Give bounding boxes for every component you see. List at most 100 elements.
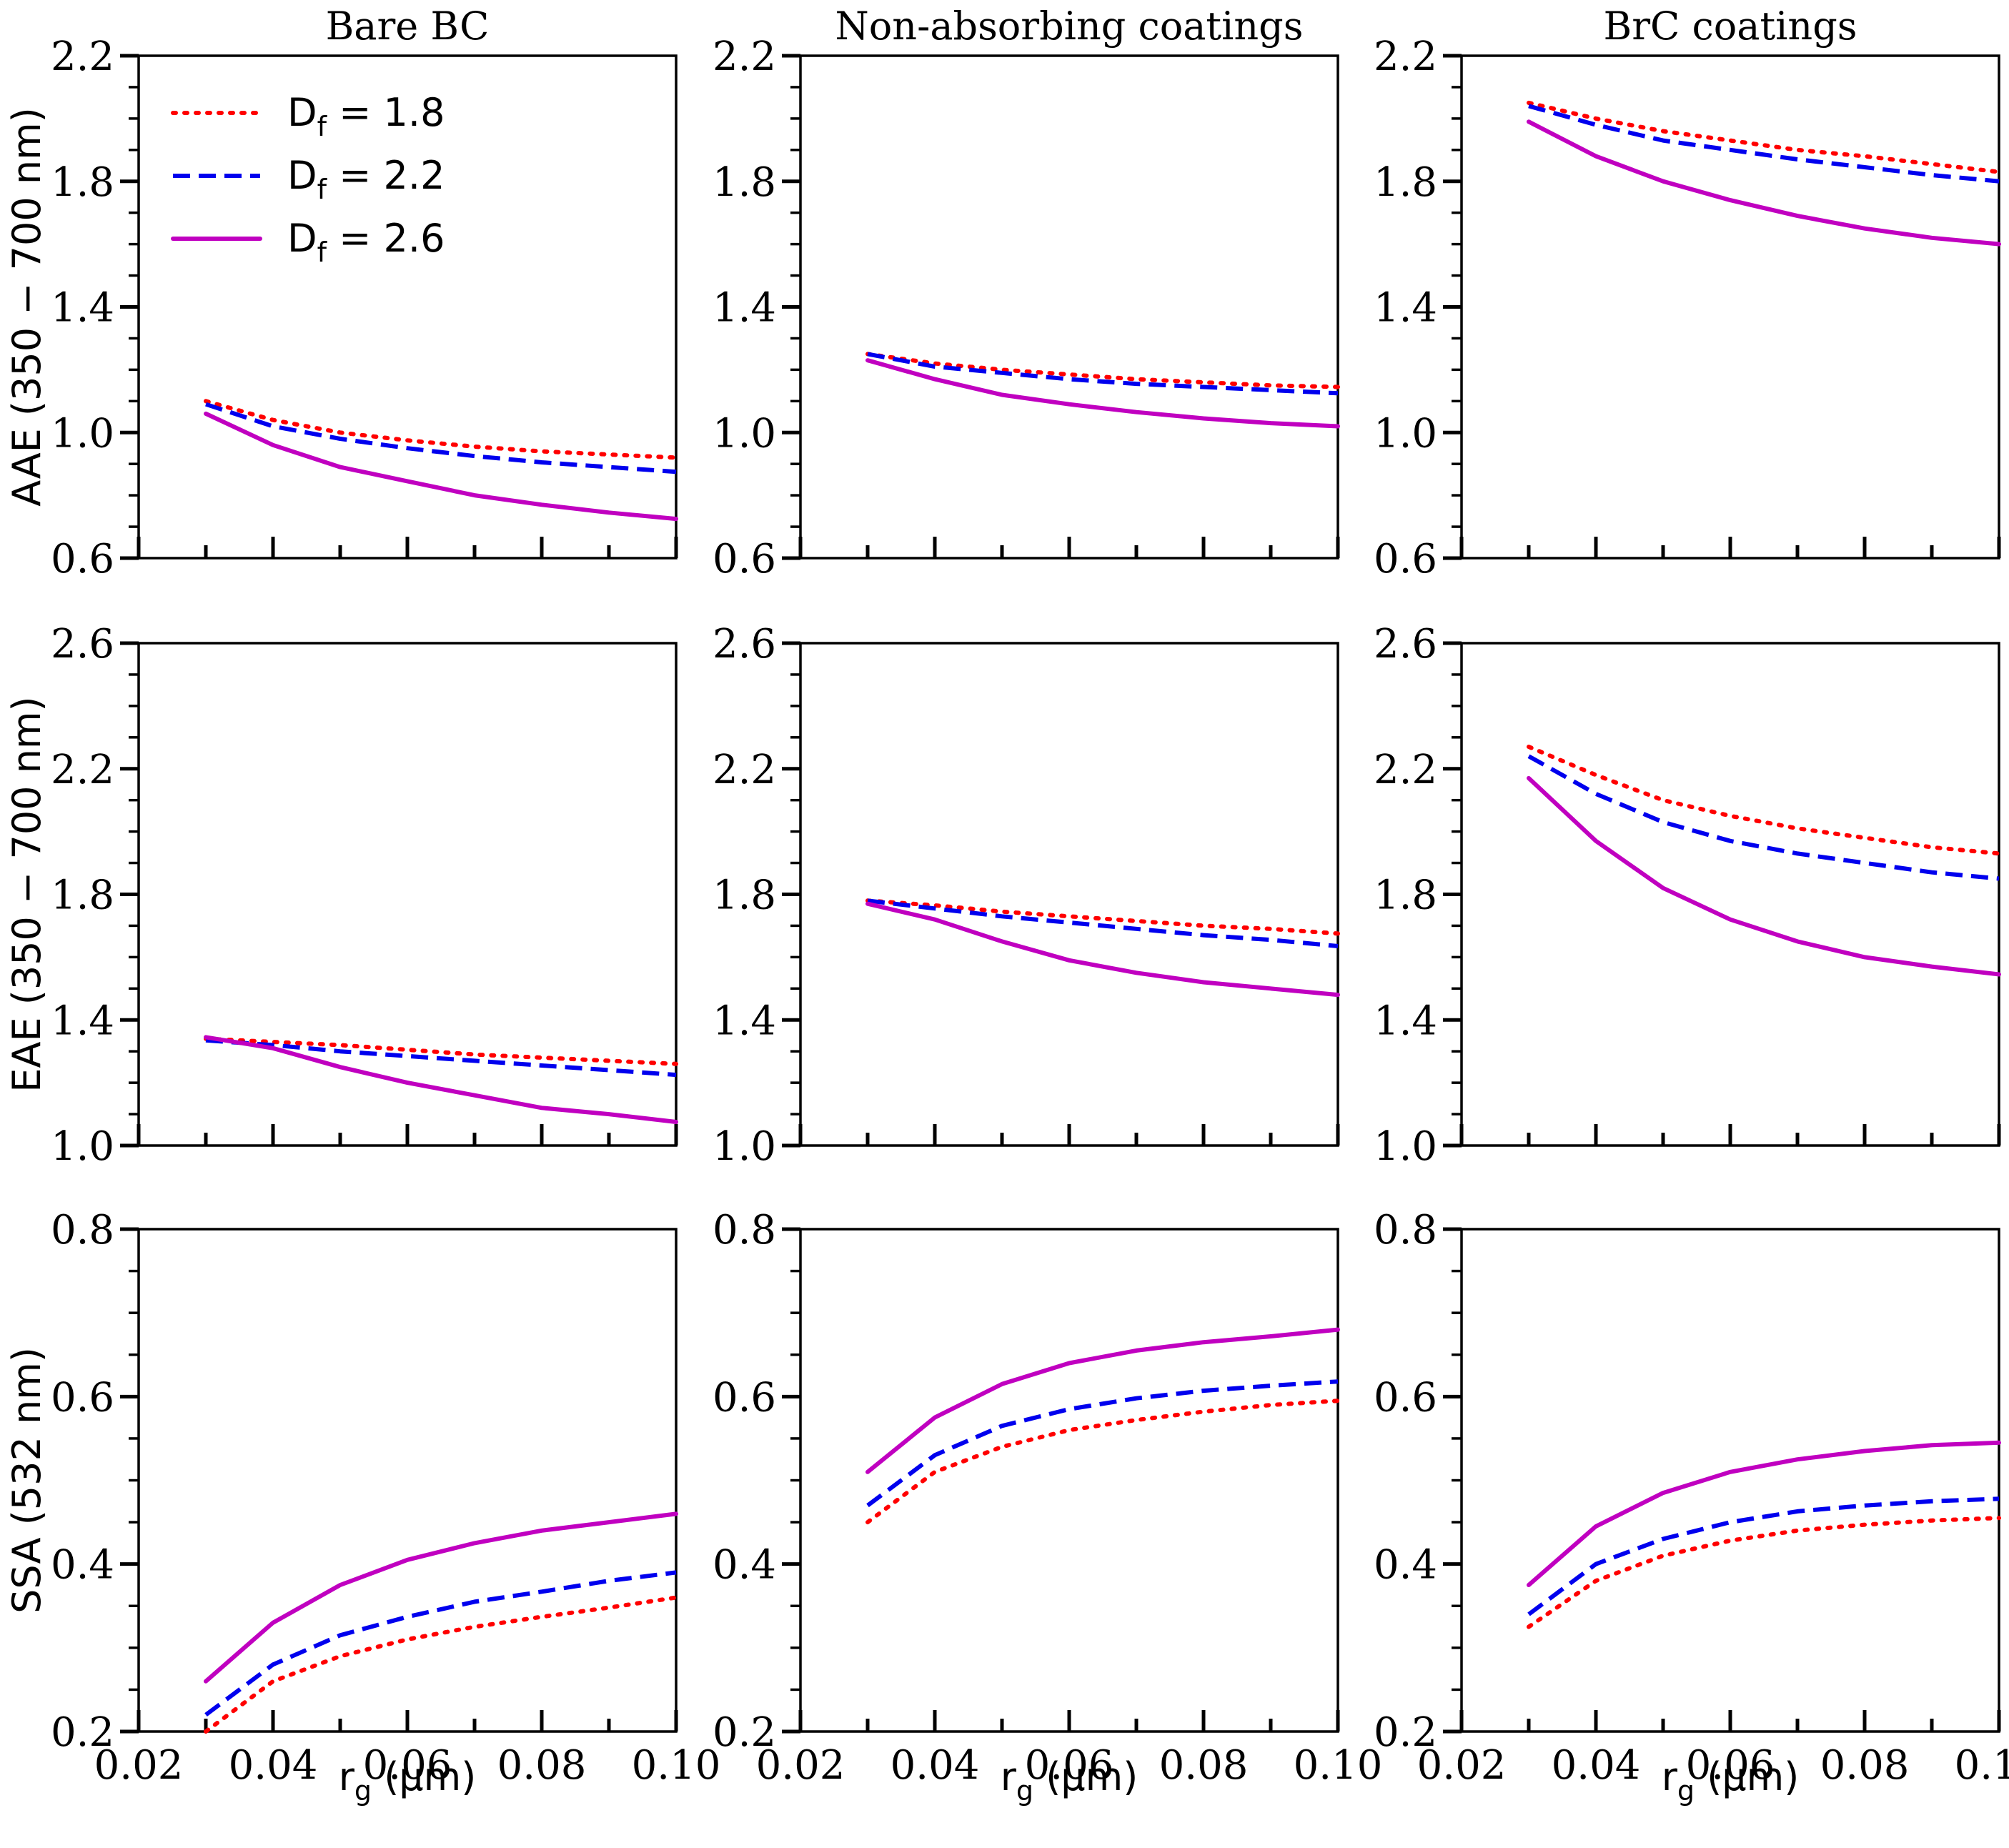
series-line-df-1-8 — [204, 1595, 678, 1734]
column-title: BrC coatings — [1604, 4, 1857, 49]
series-line-df-1-8 — [865, 1399, 1340, 1525]
x-tick-label: 0.04 — [1552, 1742, 1641, 1789]
series-line-df-2-2 — [1528, 104, 2000, 184]
y-tick-label: 0.8 — [51, 1207, 114, 1253]
series-line-df-2-2 — [204, 1570, 677, 1717]
y-tick-label: 2.2 — [713, 747, 776, 793]
x-tick-label: 0.08 — [1820, 1742, 1910, 1789]
legend-label: Df = 2.6 — [287, 216, 445, 268]
x-axis-labels: rg (μm) rg (μm) rg (μm) — [339, 1754, 1800, 1807]
legend-label: Df = 1.8 — [287, 90, 445, 142]
y-tick-label: 0.4 — [1374, 1542, 1437, 1589]
x-tick-label: 0.10 — [1294, 1742, 1383, 1789]
column-titles: Bare BC Non-absorbing coatings BrC coating… — [326, 4, 1857, 49]
panel-r2-c1: 0.02 0.04 0.06 0.08 0.10 0.2 0.4 0.6 0.8 — [713, 1207, 1382, 1789]
panel-r2-c2: 0.02 0.04 0.06 0.08 0.10 0.2 0.4 0.6 0.8 — [1374, 1207, 2009, 1789]
y-tick-label: 1.0 — [1374, 410, 1437, 457]
series-line-df-1-8 — [1527, 1516, 2001, 1629]
y-tick-label: 2.6 — [1374, 621, 1437, 667]
y-tick-label: 0.6 — [713, 536, 776, 582]
y-tick-label: 0.6 — [713, 1374, 776, 1421]
y-tick-label: 0.6 — [51, 536, 114, 582]
series-line-df-2-6 — [204, 1035, 678, 1124]
y-axis-label: AAE (350 − 700 nm) — [4, 107, 49, 507]
x-axis-label: rg (μm) — [339, 1754, 477, 1807]
plot-frame — [799, 1228, 1339, 1733]
series-line-df-2-2 — [205, 1038, 677, 1078]
series-line-df-2-6 — [1527, 119, 2001, 247]
plot-frame — [799, 54, 1339, 560]
x-tick-label: 0.02 — [94, 1742, 184, 1789]
y-tick-label: 0.4 — [51, 1542, 114, 1589]
series-line-df-1-8 — [204, 1036, 678, 1066]
y-tick-label: 0.2 — [713, 1709, 776, 1756]
y-tick-label: 0.2 — [51, 1709, 114, 1756]
row-y-labels: AAE (350 − 700 nm) EAE (350 − 700 nm) SSA … — [4, 107, 49, 1614]
series-line-df-2-6 — [865, 358, 1340, 429]
y-tick-label: 1.0 — [51, 1123, 114, 1170]
series-line-df-2-2 — [867, 352, 1339, 396]
y-tick-label: 2.6 — [713, 621, 776, 667]
y-tick-label: 0.6 — [1374, 536, 1437, 582]
series-line-df-2-2 — [866, 1379, 1339, 1508]
panel-r0-c2: 0.6 1.0 1.4 1.8 2.2 — [1374, 34, 2001, 582]
x-tick-label: 0.06 — [1686, 1742, 1775, 1789]
plot-frame — [137, 1228, 678, 1733]
y-tick-label: 0.4 — [713, 1542, 776, 1589]
series-line-df-2-6 — [865, 1327, 1340, 1474]
y-tick-label: 1.0 — [713, 410, 776, 457]
y-tick-label: 1.4 — [51, 285, 114, 332]
series-line-df-1-8 — [1527, 100, 2001, 174]
x-tick-label: 0.10 — [1955, 1742, 2009, 1789]
column-title: Bare BC — [326, 4, 490, 49]
series-line-df-1-8 — [865, 898, 1340, 936]
series-line-df-1-8 — [1527, 745, 2001, 856]
x-tick-label: 0.06 — [363, 1742, 452, 1789]
x-tick-label: 0.08 — [497, 1742, 587, 1789]
y-tick-label: 0.8 — [1374, 1207, 1437, 1253]
series-line-df-2-6 — [204, 1511, 678, 1684]
series-line-df-1-8 — [204, 399, 678, 460]
y-tick-label: 2.2 — [713, 34, 776, 80]
plot-frame — [1460, 54, 2000, 560]
y-axis-label: SSA (532 nm) — [4, 1347, 49, 1614]
x-tick-label: 0.04 — [229, 1742, 318, 1789]
y-tick-label: 1.4 — [1374, 998, 1437, 1044]
panel-r2-c0: 0.02 0.04 0.06 0.08 0.10 0.2 0.4 0.6 0.8 — [51, 1207, 720, 1789]
series-line-df-2-6 — [204, 411, 678, 522]
x-tick-label: 0.06 — [1025, 1742, 1114, 1789]
y-tick-label: 1.8 — [1374, 873, 1437, 919]
y-tick-label: 1.8 — [713, 873, 776, 919]
panels: 0.61.01.41.82.20.61.01.41.82.20.61.01.41… — [51, 34, 2009, 1789]
x-tick-label: 0.02 — [1417, 1742, 1507, 1789]
y-tick-label: 2.2 — [51, 34, 114, 80]
y-tick-label: 1.4 — [1374, 285, 1437, 332]
legend: Df = 1.8 Df = 2.2 Df = 2.6 — [171, 90, 445, 268]
y-tick-label: 1.4 — [713, 998, 776, 1044]
column-title: Non-absorbing coatings — [835, 4, 1304, 49]
y-tick-label: 1.4 — [713, 285, 776, 332]
series-line-df-1-8 — [865, 352, 1340, 389]
y-tick-label: 1.0 — [51, 410, 114, 457]
y-tick-label: 0.6 — [51, 1374, 114, 1421]
panel-r1-c0: 1.0 1.4 1.8 2.2 2.6 — [51, 621, 678, 1170]
series-line-df-2-6 — [1527, 1440, 2001, 1587]
panel-r1-c2: 1.0 1.4 1.8 2.2 2.6 — [1374, 621, 2001, 1170]
y-tick-label: 1.4 — [51, 998, 114, 1044]
x-tick-label: 0.08 — [1159, 1742, 1249, 1789]
y-axis-label: EAE (350 − 700 nm) — [4, 696, 49, 1092]
series-line-df-2-2 — [867, 898, 1339, 948]
legend-label: Df = 2.2 — [287, 153, 445, 205]
y-tick-label: 1.8 — [713, 159, 776, 206]
x-axis-label: rg (μm) — [1662, 1754, 1800, 1807]
series-line-df-2-6 — [865, 901, 1340, 998]
y-tick-label: 0.6 — [1374, 1374, 1437, 1421]
y-tick-label: 1.8 — [1374, 159, 1437, 206]
y-tick-label: 1.0 — [1374, 1123, 1437, 1170]
x-tick-label: 0.04 — [891, 1742, 980, 1789]
y-tick-label: 1.8 — [51, 873, 114, 919]
series-line-df-2-2 — [1527, 1496, 2000, 1616]
plot-frame — [1460, 1228, 2000, 1733]
y-tick-label: 2.2 — [1374, 747, 1437, 793]
